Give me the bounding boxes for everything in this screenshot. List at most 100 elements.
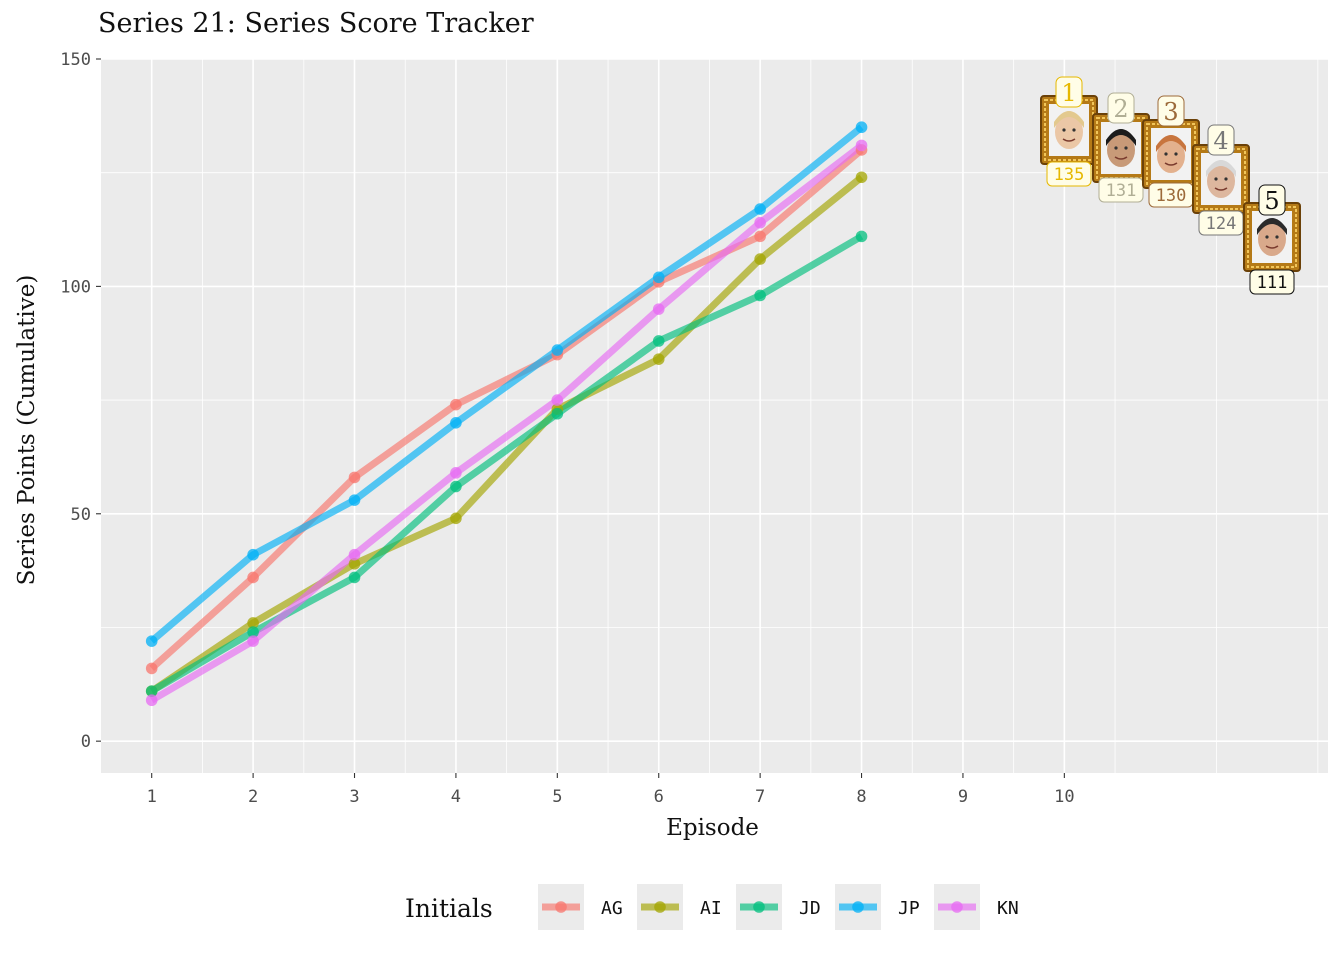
legend-key-point — [555, 901, 567, 913]
contestant-hair — [1156, 135, 1186, 152]
eye-icon — [1224, 177, 1228, 181]
mouth-icon — [1265, 245, 1279, 249]
contestant-face — [1157, 139, 1185, 173]
contestant-face — [1107, 133, 1135, 167]
x-tick-label: 8 — [856, 787, 866, 807]
y-tick-label: 150 — [60, 50, 91, 70]
series-line-kn — [149, 142, 864, 704]
leaderboard-entry: 3 130 — [1142, 95, 1200, 208]
series-line-ai — [149, 174, 864, 695]
legend-label: KN — [997, 898, 1019, 919]
data-point-jp — [450, 417, 462, 429]
rank-badge — [1157, 95, 1185, 127]
score-badge — [1249, 269, 1295, 295]
eye-icon — [1114, 146, 1118, 150]
score-value: 135 — [1054, 165, 1085, 185]
data-point-kn — [145, 694, 158, 707]
score-badge — [1098, 177, 1144, 203]
score-value: 130 — [1156, 186, 1187, 206]
data-point-jp — [145, 635, 158, 647]
score-value: 124 — [1206, 214, 1237, 234]
data-point-jp — [348, 494, 361, 506]
mouth-icon — [1214, 187, 1228, 191]
data-point-jp — [754, 203, 766, 215]
contestant-hair — [1054, 111, 1084, 128]
data-point-jd — [754, 289, 766, 302]
legend-key-point — [654, 901, 666, 913]
eye-icon — [1265, 235, 1269, 239]
data-point-kn — [551, 394, 564, 406]
x-tick-label: 7 — [755, 787, 765, 807]
data-point-jd — [247, 626, 259, 638]
contestant-hair — [1257, 218, 1287, 235]
legend-label: AI — [700, 898, 722, 919]
data-point-ai — [754, 253, 766, 265]
eye-icon — [1072, 128, 1076, 132]
x-tick-label: 2 — [248, 787, 258, 807]
x-tick-label: 4 — [451, 787, 461, 807]
x-tick-label: 3 — [349, 787, 359, 807]
data-point-ag — [754, 230, 766, 243]
series-line-ag — [149, 147, 864, 672]
data-point-ai — [652, 353, 665, 365]
legend-title: Initials — [405, 894, 493, 923]
data-point-kn — [348, 548, 361, 561]
rank-number: 1 — [1061, 79, 1076, 107]
data-point-kn — [450, 467, 462, 479]
data-point-jd — [652, 335, 665, 347]
eye-icon — [1174, 152, 1178, 156]
score-value: 131 — [1106, 181, 1137, 201]
legend-key-point — [852, 901, 864, 913]
y-axis: 0 50 100 150 — [60, 50, 101, 752]
contestant-face — [1207, 164, 1235, 198]
data-point-jp — [551, 344, 564, 356]
rank-number: 2 — [1113, 95, 1128, 123]
y-tick-label: 0 — [81, 732, 91, 752]
legend: Initials AG AI JD JP KN — [405, 884, 1019, 930]
contestant-face — [1258, 222, 1286, 256]
y-axis-title: Series Points (Cumulative) — [14, 275, 40, 586]
rank-number: 5 — [1264, 187, 1279, 215]
eye-icon — [1124, 146, 1128, 150]
data-point-kn — [652, 303, 665, 315]
leaderboard: 1 135 2 131 3 130 4 124 5 111 — [1040, 76, 1301, 295]
major-gridlines — [101, 58, 1328, 773]
mouth-icon — [1164, 162, 1178, 166]
data-point-jp — [855, 121, 868, 134]
chart-title: Series 21: Series Score Tracker — [98, 8, 534, 39]
mouth-icon — [1114, 156, 1128, 160]
data-point-ag — [145, 662, 158, 675]
y-tick-label: 50 — [71, 505, 91, 525]
data-point-jd — [855, 230, 868, 243]
contestant-face — [1055, 115, 1083, 149]
eye-icon — [1164, 152, 1168, 156]
data-point-jd — [450, 480, 462, 493]
eye-icon — [1214, 177, 1218, 181]
data-point-jd — [145, 685, 158, 697]
frame-ornament — [1247, 206, 1297, 268]
series-line-jp — [149, 124, 864, 644]
data-point-kn — [754, 216, 766, 229]
data-point-kn — [247, 635, 259, 647]
leaderboard-entry: 1 135 — [1040, 76, 1098, 187]
legend-item-ag: AG — [538, 884, 623, 930]
data-point-kn — [855, 139, 868, 152]
mouth-icon — [1062, 138, 1076, 142]
leaderboard-entry: 4 124 — [1192, 124, 1250, 236]
eye-icon — [1062, 128, 1066, 132]
rank-number: 3 — [1163, 98, 1178, 126]
score-badge — [1046, 161, 1092, 187]
data-point-ag — [450, 398, 462, 411]
data-point-ai — [247, 617, 259, 629]
data-point-ag — [348, 471, 361, 484]
contestant-hair — [1106, 129, 1136, 146]
legend-label: AG — [601, 898, 623, 919]
legend-key-point — [951, 901, 963, 913]
leaderboard-entry: 5 111 — [1243, 184, 1301, 295]
rank-badge — [1055, 76, 1083, 108]
contestant-hair — [1206, 160, 1236, 177]
eye-icon — [1275, 235, 1279, 239]
x-tick-label: 10 — [1054, 787, 1074, 807]
legend-label: JD — [799, 898, 821, 919]
